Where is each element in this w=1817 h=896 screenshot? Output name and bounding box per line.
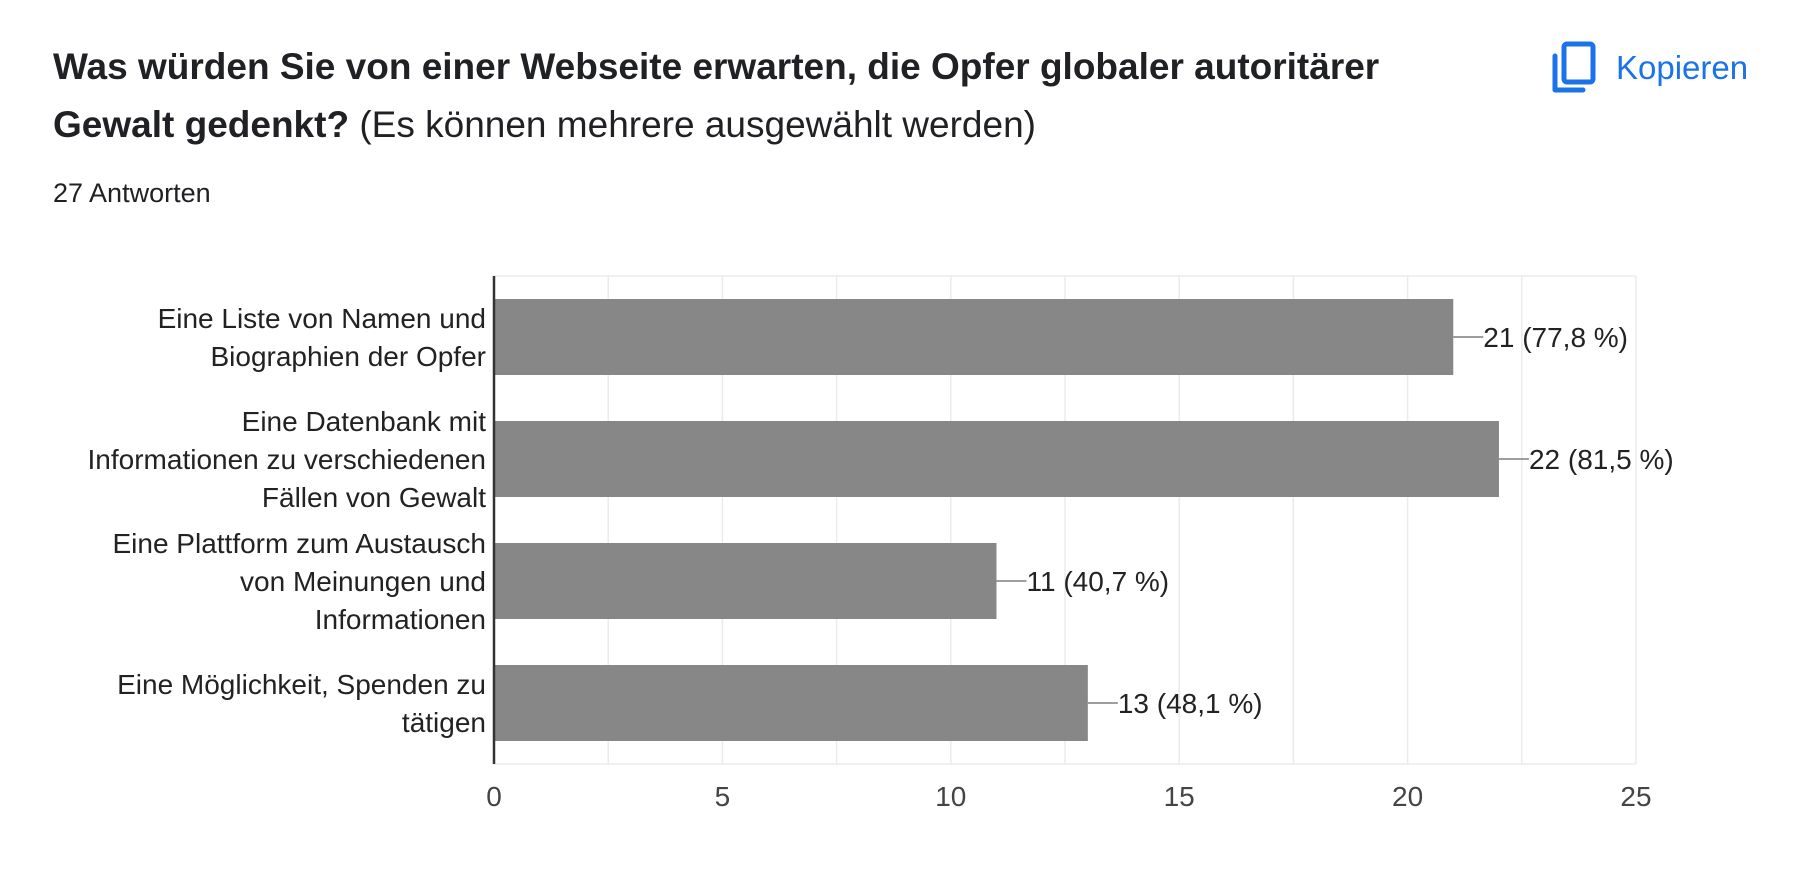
category-label: Eine Möglichkeit, Spenden zu bbox=[117, 669, 486, 700]
x-tick-label: 10 bbox=[935, 781, 966, 812]
data-label: 21 (77,8 %) bbox=[1483, 322, 1628, 353]
category-label: Eine Liste von Namen und bbox=[158, 303, 486, 334]
bar bbox=[494, 543, 997, 619]
question-title-block: Was würden Sie von einer Webseite erwart… bbox=[53, 38, 1453, 154]
x-tick-label: 20 bbox=[1392, 781, 1423, 812]
data-label: 22 (81,5 %) bbox=[1529, 444, 1674, 475]
x-tick-label: 15 bbox=[1164, 781, 1195, 812]
data-label: 11 (40,7 %) bbox=[1026, 566, 1169, 597]
copy-icon bbox=[1552, 41, 1596, 93]
data-label: 13 (48,1 %) bbox=[1118, 688, 1263, 719]
bar bbox=[494, 665, 1088, 741]
bar-chart: 21 (77,8 %) Eine Liste von Namen und Biogr… bbox=[88, 275, 1674, 812]
bar bbox=[494, 299, 1454, 375]
copy-button[interactable]: Kopieren bbox=[1550, 40, 1748, 96]
x-tick-label: 0 bbox=[486, 781, 502, 812]
category-label: von Meinungen und bbox=[240, 566, 486, 597]
category-label: Informationen bbox=[315, 604, 486, 635]
category-label: Informationen zu verschiedenen bbox=[88, 444, 486, 475]
x-tick-label: 5 bbox=[715, 781, 731, 812]
category-label: Eine Plattform zum Austausch bbox=[112, 528, 486, 559]
copy-button-label: Kopieren bbox=[1616, 49, 1749, 86]
bar bbox=[494, 421, 1499, 497]
category-label: Biographien der Opfer bbox=[210, 341, 486, 372]
category-label: tätigen bbox=[402, 707, 486, 738]
question-title: Was würden Sie von einer Webseite erwart… bbox=[53, 46, 1380, 145]
question-hint: (Es können mehrere ausgewählt werden) bbox=[359, 104, 1036, 145]
category-label: Eine Datenbank mit bbox=[242, 406, 487, 437]
response-count: 27 Antworten bbox=[53, 178, 211, 208]
category-label: Fällen von Gewalt bbox=[262, 482, 486, 513]
x-tick-label: 25 bbox=[1620, 781, 1651, 812]
